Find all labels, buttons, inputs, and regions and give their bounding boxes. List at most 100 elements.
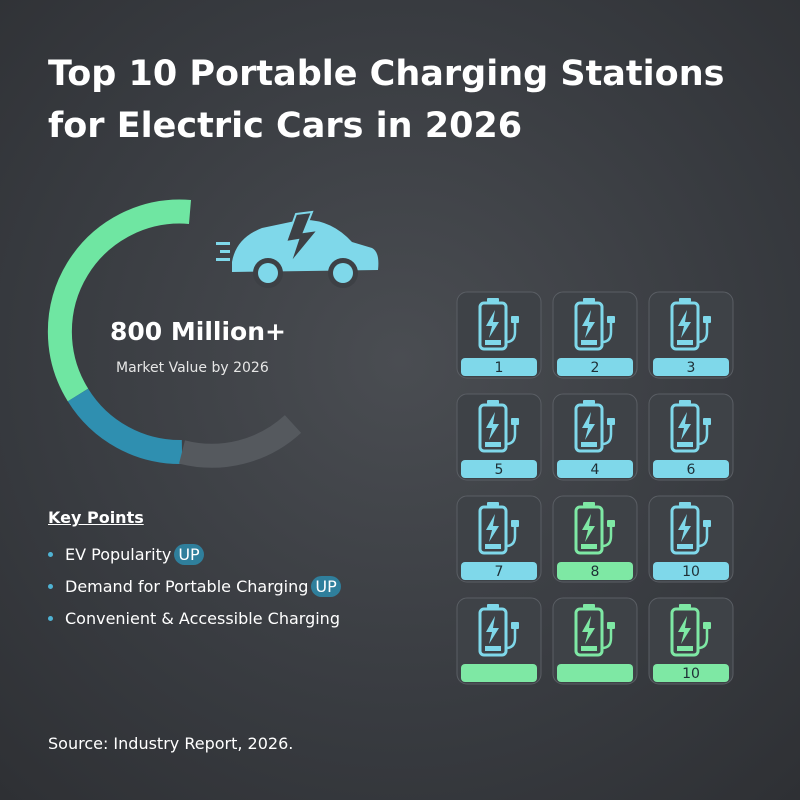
card: 2 <box>552 291 638 379</box>
battery <box>574 607 604 657</box>
battery <box>574 505 604 555</box>
badge: UP <box>311 575 341 597</box>
label-pill <box>557 562 633 580</box>
bullet <box>48 615 53 621</box>
label-pill <box>461 460 537 478</box>
card: 1 <box>456 291 542 379</box>
bolt <box>678 514 691 542</box>
battery <box>574 403 604 453</box>
key-point-text: Convenient & Accessible Charging <box>65 608 340 628</box>
key-point: EV Popularity UP <box>48 538 341 570</box>
plug <box>703 520 711 527</box>
cord <box>505 322 517 344</box>
card-frame <box>648 495 734 583</box>
battery-terminal <box>679 400 691 404</box>
card-frame <box>648 597 734 685</box>
badge: UP <box>174 543 204 565</box>
card <box>456 597 542 685</box>
battery-terminal <box>583 502 595 506</box>
cord <box>505 526 517 548</box>
label-pill <box>461 358 537 376</box>
card-grid: 1 2 3 5 4 6 7 8 10 10 <box>456 291 734 685</box>
card-frame <box>552 495 638 583</box>
label-pill <box>557 460 633 478</box>
plug <box>511 622 519 629</box>
battery-terminal <box>583 400 595 404</box>
gauge: 800 Million+ Market Value by 2026 <box>47 199 379 468</box>
battery-level <box>581 544 597 549</box>
card <box>552 597 638 685</box>
plug <box>607 622 615 629</box>
label-pill <box>557 664 633 682</box>
battery-terminal <box>679 298 691 302</box>
label-pill <box>653 562 729 580</box>
plug <box>607 418 615 425</box>
car-icon <box>216 210 379 288</box>
plug <box>703 418 711 425</box>
key-point-text: EV Popularity <box>65 544 172 564</box>
card-label: 1 <box>495 360 504 376</box>
gauge-blue <box>67 388 183 465</box>
card-label: 10 <box>682 666 700 682</box>
card-label: 6 <box>687 462 696 478</box>
cord <box>505 424 517 446</box>
plug <box>703 316 711 323</box>
bullet <box>48 551 53 557</box>
card-frame <box>552 597 638 685</box>
battery-level <box>677 340 693 345</box>
battery <box>574 301 604 351</box>
card: 7 <box>456 495 542 583</box>
card-label: 10 <box>682 564 700 580</box>
bolt <box>678 616 691 644</box>
label-pill <box>653 460 729 478</box>
bolt <box>582 412 595 440</box>
battery <box>670 607 700 657</box>
key-point: Demand for Portable Charging UP <box>48 570 341 602</box>
card: 10 <box>648 495 734 583</box>
battery-terminal <box>679 604 691 608</box>
battery-level <box>485 544 501 549</box>
battery <box>478 301 508 351</box>
gauge-gray <box>179 414 302 468</box>
battery-level <box>485 442 501 447</box>
card: 8 <box>552 495 638 583</box>
card-frame <box>552 393 638 481</box>
battery <box>670 403 700 453</box>
card-frame <box>552 291 638 379</box>
battery-terminal <box>487 400 499 404</box>
source: Source: Industry Report, 2026. <box>48 734 294 753</box>
bolt <box>486 616 499 644</box>
label-pill <box>461 562 537 580</box>
label-pill <box>653 358 729 376</box>
cord <box>601 424 613 446</box>
plug <box>607 520 615 527</box>
card: 5 <box>456 393 542 481</box>
battery-level <box>581 442 597 447</box>
title-line: Top 10 Portable Charging Stations <box>48 54 725 94</box>
battery <box>670 301 700 351</box>
cord <box>505 628 517 650</box>
label-pill <box>461 664 537 682</box>
battery-terminal <box>679 502 691 506</box>
key-point: Convenient & Accessible Charging <box>48 602 341 634</box>
battery-level <box>581 646 597 651</box>
cord <box>697 424 709 446</box>
bolt <box>582 514 595 542</box>
title-line: for Electric Cars in 2026 <box>48 106 523 146</box>
plug <box>703 622 711 629</box>
gauge-green <box>47 199 192 402</box>
card-label: 7 <box>495 564 504 580</box>
battery <box>478 403 508 453</box>
plug <box>511 316 519 323</box>
battery-level <box>485 646 501 651</box>
battery-level <box>485 340 501 345</box>
title: Top 10 Portable Charging Stations for Ele… <box>48 48 724 152</box>
card-label: 4 <box>591 462 600 478</box>
bolt <box>582 310 595 338</box>
card-frame <box>456 597 542 685</box>
battery <box>478 607 508 657</box>
card: 3 <box>648 291 734 379</box>
bolt <box>678 310 691 338</box>
cord <box>601 322 613 344</box>
